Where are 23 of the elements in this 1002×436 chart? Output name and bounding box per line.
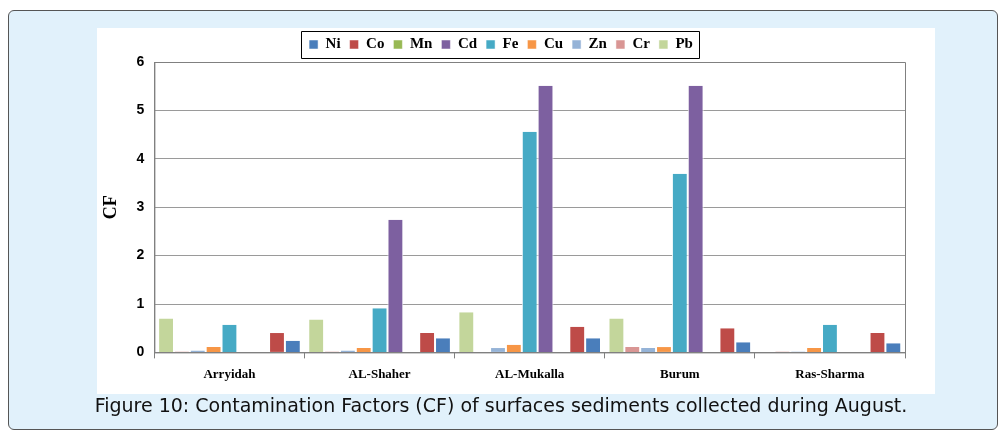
legend-label: Ni (325, 35, 341, 52)
legend-label: Pb (675, 35, 693, 52)
y-tick-label: 6 (136, 52, 145, 69)
y-tick-label: 1 (136, 294, 145, 311)
legend-label: Mn (409, 35, 434, 52)
x-tick-label: AL-Mukalla (495, 365, 565, 381)
x-tick-label: Arryidah (203, 365, 257, 381)
legend-label: Zn (588, 35, 608, 52)
legend-label: Fe (502, 35, 519, 52)
text: Figure 10: Contamination Factors (CF) of surfaces sediments collected during August. (93, 394, 909, 416)
y-tick-label: 2 (136, 246, 145, 263)
y-tick-label: 5 (136, 101, 145, 118)
y-tick-label: 3 (136, 198, 145, 215)
legend-label: Cr (632, 35, 651, 52)
y-axis-title: CF (100, 195, 121, 220)
y-tick-label: 0 (136, 343, 145, 360)
legend-label: Co (366, 35, 385, 52)
x-tick-label: Burum (659, 365, 700, 381)
x-tick-label: AL-Shaher (348, 365, 411, 381)
y-tick-label: 4 (136, 149, 145, 166)
x-tick-label: Ras-Sharma (795, 365, 866, 381)
legend-label: Cd (457, 35, 478, 52)
legend-label: Cu (543, 35, 564, 52)
